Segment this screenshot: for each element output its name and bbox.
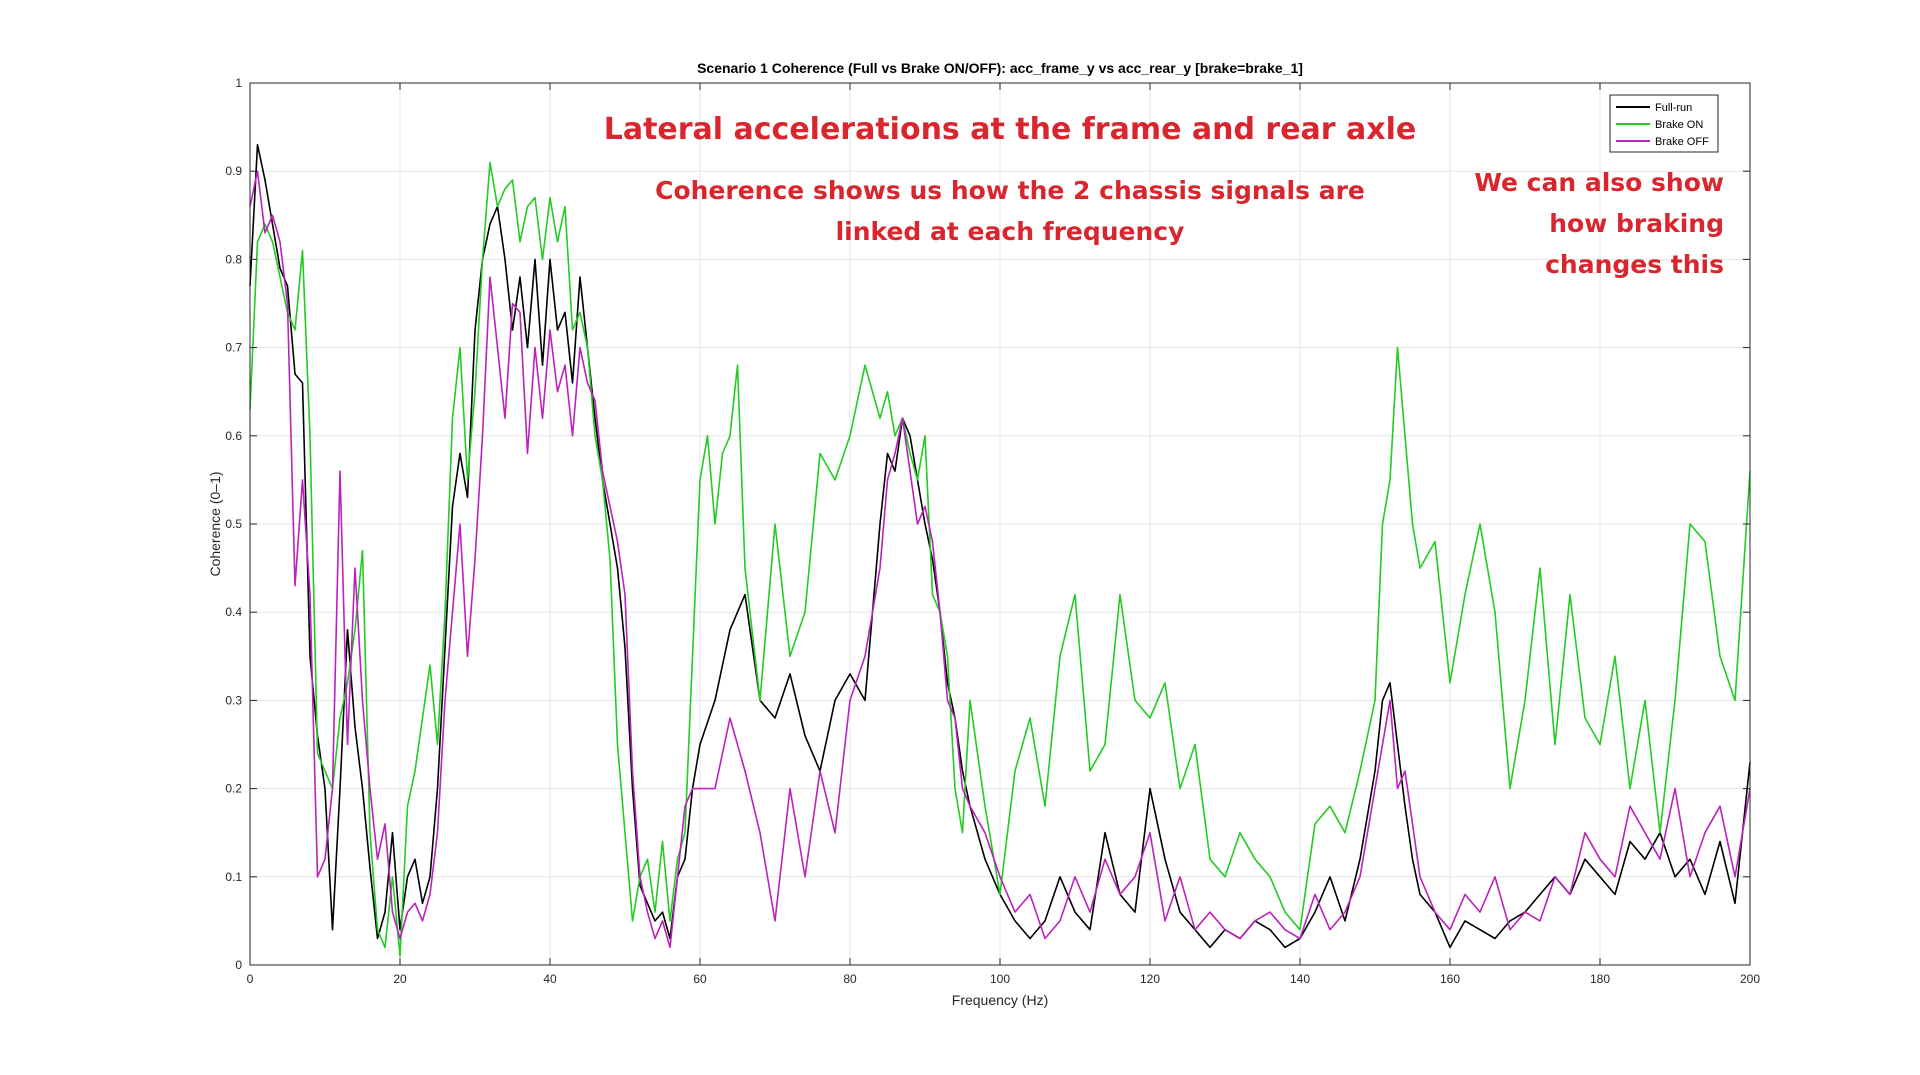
y-tick-label: 0.7 <box>225 341 242 355</box>
annotation-braking-line-1: We can also show <box>1474 168 1724 197</box>
legend-label: Brake ON <box>1655 119 1703 131</box>
legend-label: Full-run <box>1655 102 1692 114</box>
y-tick-label: 0.2 <box>225 782 242 796</box>
x-tick-label: 140 <box>1290 972 1310 986</box>
x-tick-label: 20 <box>393 972 407 986</box>
annotation-coherence-line-1: Coherence shows us how the 2 chassis sig… <box>655 176 1365 205</box>
y-axis-label: Coherence (0–1) <box>207 471 223 576</box>
axis-ticks: 0 20 40 60 80 100 120 140 160 180 200 0 0.1 0.2 0.3 0.4… <box>225 76 1760 986</box>
annotation-heading: Lateral accelerations at the frame and r… <box>603 112 1417 147</box>
x-tick-label: 120 <box>1140 972 1160 986</box>
y-tick-label: 0 <box>235 958 242 972</box>
legend: Full-run Brake ON Brake OFF <box>1609 94 1719 153</box>
series-line-brake-off <box>249 170 1751 949</box>
y-tick-label: 1 <box>235 76 242 90</box>
x-axis-label: Frequency (Hz) <box>952 992 1048 1008</box>
y-tick-label: 0.6 <box>225 429 242 443</box>
series-line-brake-on <box>249 161 1751 958</box>
annotation-braking-note: We can also show how braking changes thi… <box>1474 162 1724 285</box>
x-tick-label: 160 <box>1440 972 1460 986</box>
y-tick-label: 0.3 <box>225 693 242 707</box>
x-tick-label: 200 <box>1740 972 1760 986</box>
y-tick-label: 0.9 <box>225 164 242 178</box>
y-tick-label: 0.5 <box>225 517 242 531</box>
chart-title: Scenario 1 Coherence (Full vs Brake ON/O… <box>697 60 1303 76</box>
annotation-braking-line-2: how braking <box>1549 209 1724 238</box>
x-tick-label: 80 <box>843 972 857 986</box>
x-tick-label: 60 <box>693 972 707 986</box>
annotation-braking-line-3: changes this <box>1545 250 1724 279</box>
x-tick-label: 40 <box>543 972 557 986</box>
series-lines <box>249 143 1751 958</box>
annotation-coherence-note: Coherence shows us how the 2 chassis sig… <box>0 170 1920 252</box>
x-tick-label: 180 <box>1590 972 1610 986</box>
legend-label: Brake OFF <box>1655 136 1709 148</box>
x-tick-label: 0 <box>247 972 254 986</box>
x-tick-label: 100 <box>990 972 1010 986</box>
y-tick-label: 0.8 <box>225 252 242 266</box>
y-tick-label: 0.4 <box>225 605 242 619</box>
annotation-coherence-line-2: linked at each frequency <box>835 217 1185 246</box>
series-line-full-run <box>249 143 1751 949</box>
y-tick-label: 0.1 <box>225 870 242 884</box>
